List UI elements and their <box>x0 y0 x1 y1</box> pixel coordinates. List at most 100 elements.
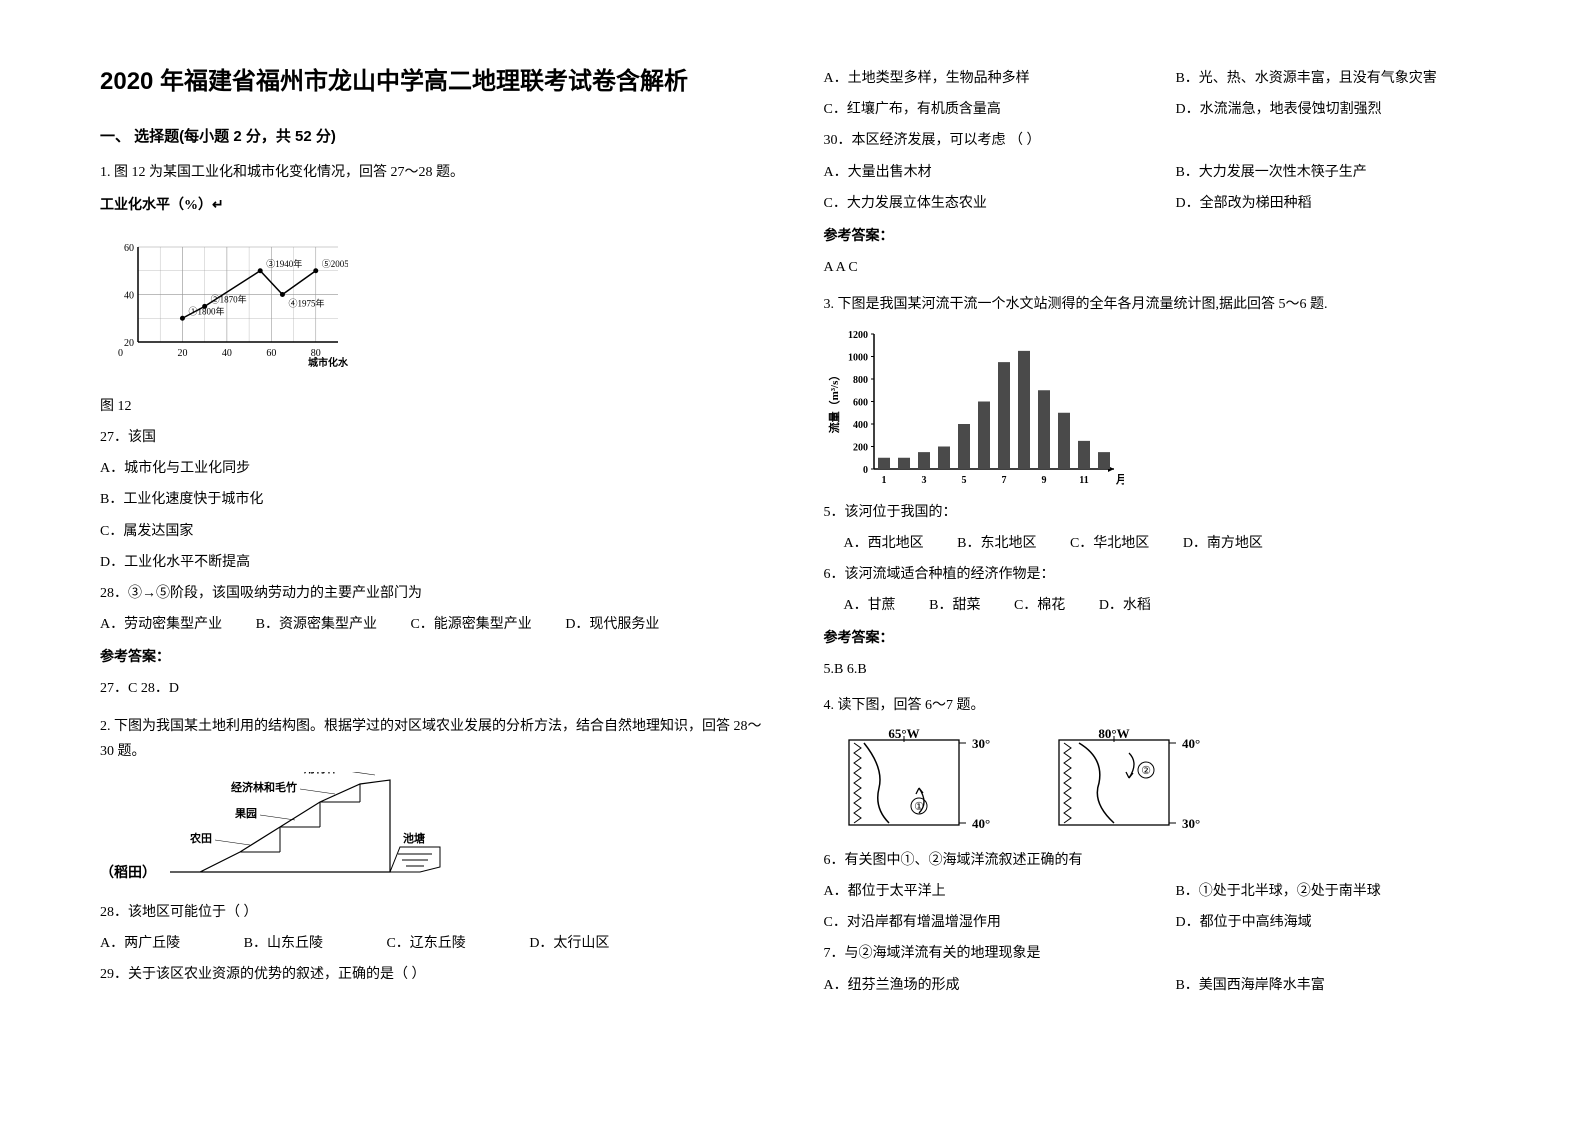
section-heading: 一、 选择题(每小题 2 分，共 52 分) <box>100 123 764 150</box>
q28-D: D．现代服务业 <box>565 612 659 637</box>
q6b-C: C．对沿岸都有增温增湿作用 <box>824 910 1142 935</box>
landuse-svg: 用材林经济林和毛竹果园农田 池塘 （稻田） <box>100 772 460 892</box>
svg-text:60: 60 <box>124 243 134 254</box>
q28b-C: C．辽东丘陵 <box>386 931 465 956</box>
q5-A: A．西北地区 <box>844 531 924 556</box>
map1-svg: ①65°W30°40° <box>824 728 1004 838</box>
q2-intro: 2. 下图为我国某土地利用的结构图。根据学过的对区域农业发展的分析方法，结合自然… <box>100 714 764 764</box>
svg-text:400: 400 <box>853 420 868 431</box>
svg-text:果园: 果园 <box>234 807 257 820</box>
svg-text:3: 3 <box>921 475 926 486</box>
q6b-opts-r2: C．对沿岸都有增温增湿作用 D．都位于中高纬海域 <box>824 910 1488 935</box>
svg-text:流量（m³/s）: 流量（m³/s） <box>827 369 841 433</box>
q6b-B: B．①处于北半球，②处于南半球 <box>1175 879 1380 904</box>
q6b-A: A．都位于太平洋上 <box>824 879 1142 904</box>
q6-A: A．甘蔗 <box>844 593 896 618</box>
svg-text:5: 5 <box>961 475 966 486</box>
q7-B: B．美国西海岸降水丰富 <box>1175 973 1324 998</box>
chart1: 20406080204060①1800年②1870年③1940年④1975年⑤2… <box>100 229 356 375</box>
landuse-diagram: 用材林经济林和毛竹果园农田 池塘 （稻田） <box>100 772 764 892</box>
q29-D: D．水流湍急，地表侵蚀切割强烈 <box>1175 97 1381 122</box>
q28b-A: A．两广丘陵 <box>100 931 180 956</box>
svg-text:20: 20 <box>177 348 187 359</box>
q28b-B: B．山东丘陵 <box>244 931 323 956</box>
svg-text:用材林: 用材林 <box>304 772 337 775</box>
svg-text:40: 40 <box>222 348 232 359</box>
svg-text:7: 7 <box>1001 475 1006 486</box>
q30-D: D．全部改为梯田种稻 <box>1175 191 1311 216</box>
q28-stem: 28．③→⑤阶段，该国吸纳劳动力的主要产业部门为 <box>100 581 764 606</box>
b1-answer: 27．C 28．D <box>100 676 764 701</box>
svg-text:0: 0 <box>863 465 868 476</box>
exam-title: 2020 年福建省福州市龙山中学高二地理联考试卷含解析 <box>100 60 764 103</box>
svg-text:11: 11 <box>1079 475 1088 486</box>
b1-ans-label: 参考答案： <box>100 645 764 670</box>
q6b-opts-r1: A．都位于太平洋上 B．①处于北半球，②处于南半球 <box>824 879 1488 904</box>
svg-text:800: 800 <box>853 375 868 386</box>
chart2-svg: 0200400600800100012001357911月流量（m³/s） <box>824 324 1124 494</box>
q6-C: C．棉花 <box>1014 593 1065 618</box>
svg-text:（稻田）: （稻田） <box>100 864 156 881</box>
q5-stem: 5．该河位于我国的： <box>824 500 1488 525</box>
q7-opts: A．纽芬兰渔场的形成 B．美国西海岸降水丰富 <box>824 973 1488 998</box>
chart1-svg: 20406080204060①1800年②1870年③1940年④1975年⑤2… <box>108 237 348 367</box>
q6-B: B．甜菜 <box>929 593 980 618</box>
q6-opts: A．甘蔗 B．甜菜 C．棉花 D．水稻 <box>824 593 1488 618</box>
q29-B: B．光、热、水资源丰富，且没有气象灾害 <box>1175 66 1436 91</box>
q6b-D: D．都位于中高纬海域 <box>1175 910 1311 935</box>
b2-ans-label: 参考答案： <box>824 224 1488 249</box>
q5-C: C．华北地区 <box>1070 531 1149 556</box>
q7-A: A．纽芬兰渔场的形成 <box>824 973 1142 998</box>
q27-B: B．工业化速度快于城市化 <box>100 487 764 512</box>
svg-text:40°: 40° <box>972 816 990 831</box>
svg-text:1000: 1000 <box>848 352 868 363</box>
svg-text:农田: 农田 <box>189 831 212 845</box>
svg-text:30°: 30° <box>1182 816 1200 831</box>
q5-D: D．南方地区 <box>1183 531 1263 556</box>
svg-text:200: 200 <box>853 442 868 453</box>
q30-A: A．大量出售木材 <box>824 160 1142 185</box>
svg-text:1: 1 <box>881 475 886 486</box>
q6-stem: 6．该河流域适合种植的经济作物是： <box>824 562 1488 587</box>
q5-opts: A．西北地区 B．东北地区 C．华北地区 D．南方地区 <box>824 531 1488 556</box>
b3-ans-label: 参考答案： <box>824 626 1488 651</box>
svg-text:月: 月 <box>1115 473 1124 486</box>
q27-stem: 27．该国 <box>100 425 764 450</box>
q6-D: D．水稻 <box>1099 593 1151 618</box>
q28-C: C．能源密集型产业 <box>410 612 531 637</box>
svg-text:40: 40 <box>124 290 134 301</box>
chart1-caption: 图 12 <box>100 394 764 419</box>
q6b-stem: 6．有关图中①、②海域洋流叙述正确的有 <box>824 848 1488 873</box>
q28b-opts: A．两广丘陵 B．山东丘陵 C．辽东丘陵 D．太行山区 <box>100 931 764 956</box>
map2-svg: ②80°W40°30° <box>1034 728 1214 838</box>
svg-text:池塘: 池塘 <box>403 831 425 845</box>
q28b-stem: 28．该地区可能位于（ ） <box>100 900 764 925</box>
svg-text:600: 600 <box>853 397 868 408</box>
chart1-ylabel: 工业化水平（%）↵ <box>100 193 764 218</box>
svg-text:1200: 1200 <box>848 330 868 341</box>
q28-B: B．资源密集型产业 <box>256 612 377 637</box>
left-column: 2020 年福建省福州市龙山中学高二地理联考试卷含解析 一、 选择题(每小题 2… <box>100 60 764 1062</box>
svg-text:0: 0 <box>118 348 123 359</box>
svg-text:经济林和毛竹: 经济林和毛竹 <box>231 780 297 794</box>
q29-opts-row2: C．红壤广布，有机质含量高 D．水流湍急，地表侵蚀切割强烈 <box>824 97 1488 122</box>
q30-B: B．大力发展一次性木筷子生产 <box>1175 160 1366 185</box>
svg-text:③1940年: ③1940年 <box>266 257 302 268</box>
q29-opts-row1: A．土地类型多样，生物品种多样 B．光、热、水资源丰富，且没有气象灾害 <box>824 66 1488 91</box>
q3-intro: 3. 下图是我国某河流干流一个水文站测得的全年各月流量统计图,据此回答 5～6 … <box>824 292 1488 317</box>
svg-text:①: ① <box>914 801 924 813</box>
q7-stem: 7．与②海域洋流有关的地理现象是 <box>824 941 1488 966</box>
svg-text:②: ② <box>1141 765 1151 777</box>
svg-text:④1975年: ④1975年 <box>288 297 324 308</box>
q27-D: D．工业化水平不断提高 <box>100 550 764 575</box>
q29-stem: 29．关于该区农业资源的优势的叙述，正确的是（ ） <box>100 962 764 987</box>
q27-C: C．属发达国家 <box>100 519 764 544</box>
q27-A: A．城市化与工业化同步 <box>100 456 764 481</box>
q28b-D: D．太行山区 <box>529 931 609 956</box>
q30-stem: 30．本区经济发展，可以考虑 （ ） <box>824 128 1488 153</box>
q28-opts: A．劳动密集型产业 B．资源密集型产业 C．能源密集型产业 D．现代服务业 <box>100 612 764 637</box>
q30-opts-row1: A．大量出售木材 B．大力发展一次性木筷子生产 <box>824 160 1488 185</box>
map-pair: ①65°W30°40° ②80°W40°30° <box>824 728 1488 838</box>
svg-text:②1870年: ②1870年 <box>211 293 247 304</box>
svg-text:60: 60 <box>266 348 276 359</box>
